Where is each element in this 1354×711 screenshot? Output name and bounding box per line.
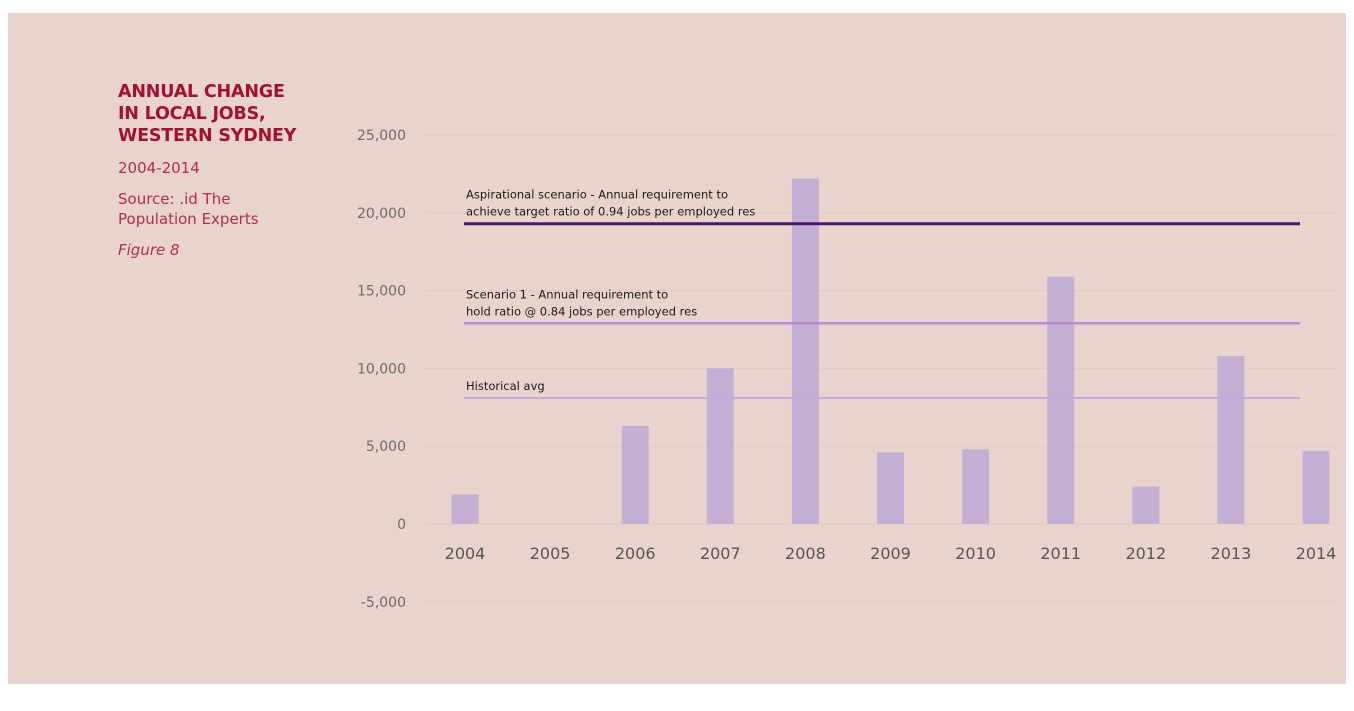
historical-label: Historical avg [466, 379, 545, 393]
chart-title: ANNUAL CHANGE IN LOCAL JOBS, WESTERN SYD… [118, 81, 308, 147]
bar-2009 [877, 452, 904, 524]
chart-title-line-1: ANNUAL CHANGE [118, 82, 285, 102]
chart-title-line-2: IN LOCAL JOBS, [118, 104, 266, 124]
figure-panel [8, 13, 1346, 684]
scenario1-label: hold ratio @ 0.84 jobs per employed res [466, 304, 697, 318]
source-line-2: Population Experts [118, 210, 259, 228]
bar-2012 [1132, 486, 1160, 524]
aspirational-label: Aspirational scenario - Annual requireme… [466, 188, 728, 202]
x-axis: 2004 2005 2006 2007 2008 2009 2010 2011 2012 2013… [445, 544, 1337, 563]
x-tick-label: 2006 [615, 544, 656, 563]
figure-number: Figure 8 [118, 241, 180, 259]
x-tick-label: 2010 [955, 544, 996, 563]
chart-title-line-3: WESTERN SYDNEY [118, 126, 297, 146]
y-tick-label: -5,000 [361, 595, 406, 611]
bar-2011 [1047, 276, 1075, 524]
x-tick-label: 2014 [1296, 544, 1337, 563]
chart-years: 2004-2014 [118, 159, 200, 177]
x-tick-label: 2008 [785, 544, 826, 563]
x-tick-label: 2009 [870, 544, 911, 563]
x-tick-label: 2004 [445, 544, 486, 563]
y-tick-label: 25,000 [357, 128, 406, 144]
chart-source: Source: .id The Population Experts [118, 189, 308, 229]
bar-2008 [791, 178, 819, 524]
x-tick-label: 2007 [700, 544, 741, 563]
y-tick-label: 0 [397, 517, 406, 533]
x-tick-label: 2005 [530, 544, 571, 563]
y-axis: 25,000 20,000 15,000 10,000 5,000 0 -5,000 [357, 128, 406, 611]
x-tick-label: 2013 [1211, 544, 1252, 563]
figure-caption: ANNUAL CHANGE IN LOCAL JOBS, WESTERN SYD… [118, 81, 308, 259]
bar-2007 [706, 368, 734, 524]
bar-2013 [1217, 355, 1245, 524]
y-tick-label: 20,000 [357, 206, 406, 222]
bar-2014 [1302, 450, 1330, 524]
source-line-1: Source: .id The [118, 190, 231, 208]
y-tick-label: 15,000 [357, 284, 406, 300]
aspirational-label: achieve target ratio of 0.94 jobs per em… [466, 205, 755, 219]
bar-2006 [621, 425, 649, 524]
scenario1-label: Scenario 1 - Annual requirement to [466, 287, 668, 301]
x-tick-label: 2011 [1040, 544, 1081, 563]
x-tick-label: 2012 [1125, 544, 1166, 563]
bars [451, 178, 1330, 524]
bar-2004 [451, 494, 479, 524]
y-tick-label: 5,000 [366, 439, 406, 455]
reference-lines: Aspirational scenario - Annual requireme… [464, 188, 1300, 399]
bar-2010 [962, 449, 990, 524]
y-tick-label: 10,000 [357, 361, 406, 377]
